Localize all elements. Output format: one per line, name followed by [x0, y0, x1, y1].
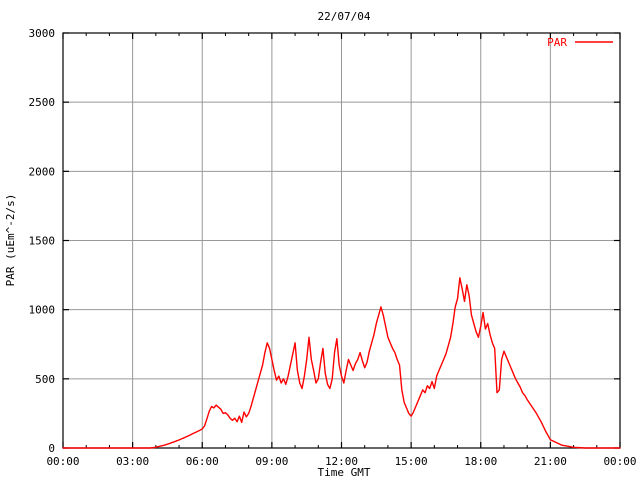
x-tick-label: 12:00 — [325, 455, 358, 468]
y-tick-label: 3000 — [29, 27, 56, 40]
x-tick-label: 00:00 — [603, 455, 636, 468]
x-axis-label: Time GMT — [318, 466, 371, 479]
gridlines — [63, 33, 620, 448]
legend-label-par: PAR — [547, 36, 567, 49]
data-series-layer — [62, 277, 621, 449]
y-tick-label: 1500 — [29, 235, 56, 248]
y-axis-label: PAR (uEm^-2/s) — [4, 194, 17, 287]
x-axis-ticks: 00:00 03:00 06:00 09:00 12:00 15:00 18:00 21:00… — [46, 33, 637, 468]
x-tick-label: 15:00 — [395, 455, 428, 468]
series-line-par — [62, 277, 621, 449]
x-tick-label: 18:00 — [464, 455, 497, 468]
plot-frame — [62, 32, 621, 449]
y-tick-label: 0 — [48, 442, 55, 455]
y-tick-label: 1000 — [29, 304, 56, 317]
y-axis-ticks: 0 500 1000 1500 2000 2500 3000 — [29, 27, 620, 455]
chart-title: 22/07/04 — [318, 10, 371, 23]
y-tick-label: 2500 — [29, 96, 56, 109]
x-tick-label: 09:00 — [255, 455, 288, 468]
x-tick-label: 06:00 — [186, 455, 219, 468]
x-tick-label: 03:00 — [116, 455, 149, 468]
legend: PAR — [547, 36, 613, 49]
x-tick-label: 21:00 — [534, 455, 567, 468]
x-tick-label: 00:00 — [46, 455, 79, 468]
y-tick-label: 500 — [35, 373, 55, 386]
y-tick-label: 2000 — [29, 165, 56, 178]
